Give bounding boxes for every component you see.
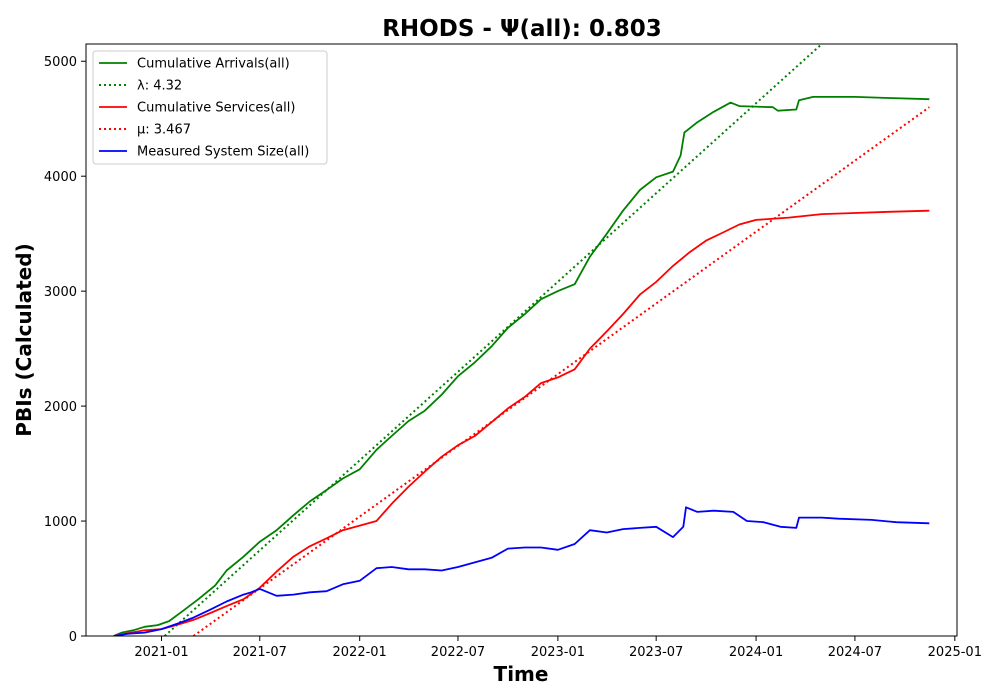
x-tick-label-3: 2022-07: [431, 645, 485, 660]
x-tick-label-5: 2023-07: [629, 645, 683, 660]
y-tick-label-5: 5000: [44, 55, 77, 70]
series-line-2: [113, 209, 930, 636]
x-tick-label-8: 2025-01: [928, 645, 982, 660]
y-axis-ticks: 0 1000 2000 3000 4000 5000: [44, 55, 86, 645]
plot-area: [113, 44, 930, 636]
x-tick-label-4: 2023-01: [531, 645, 585, 660]
legend-label-0: Cumulative Arrivals(all): [137, 57, 290, 72]
y-tick-label-0: 0: [69, 630, 77, 645]
x-axis-label: Time: [494, 662, 549, 686]
y-tick-label-4: 4000: [44, 170, 77, 185]
x-tick-label-0: 2021-01: [134, 645, 188, 660]
legend-label-3: μ: 3.467: [137, 123, 191, 138]
legend-label-4: Measured System Size(all): [137, 145, 309, 160]
series-line-0: [113, 96, 930, 636]
series-line-4: [113, 506, 930, 636]
x-tick-label-6: 2024-01: [729, 645, 783, 660]
chart-title: RHODS - Ψ(all): 0.803: [382, 16, 662, 42]
y-tick-label-2: 2000: [44, 400, 77, 415]
y-axis-label: PBIs (Calculated): [12, 243, 36, 436]
legend: Cumulative Arrivals(all) λ: 4.32 Cumulativ…: [92, 50, 328, 165]
y-tick-label-1: 1000: [44, 515, 77, 530]
legend-label-1: λ: 4.32: [137, 79, 182, 94]
x-tick-label-1: 2021-07: [233, 645, 287, 660]
legend-box: [92, 50, 328, 165]
legend-label-2: Cumulative Services(all): [137, 101, 295, 116]
x-axis-ticks: 2021-01 2021-07 2022-01 2022-07 2023-01 2023-…: [134, 636, 982, 660]
series-line-3: [192, 106, 930, 636]
plot-frame: [85, 43, 958, 637]
x-tick-label-7: 2024-07: [828, 645, 882, 660]
x-tick-label-2: 2022-01: [333, 645, 387, 660]
y-tick-label-3: 3000: [44, 285, 77, 300]
